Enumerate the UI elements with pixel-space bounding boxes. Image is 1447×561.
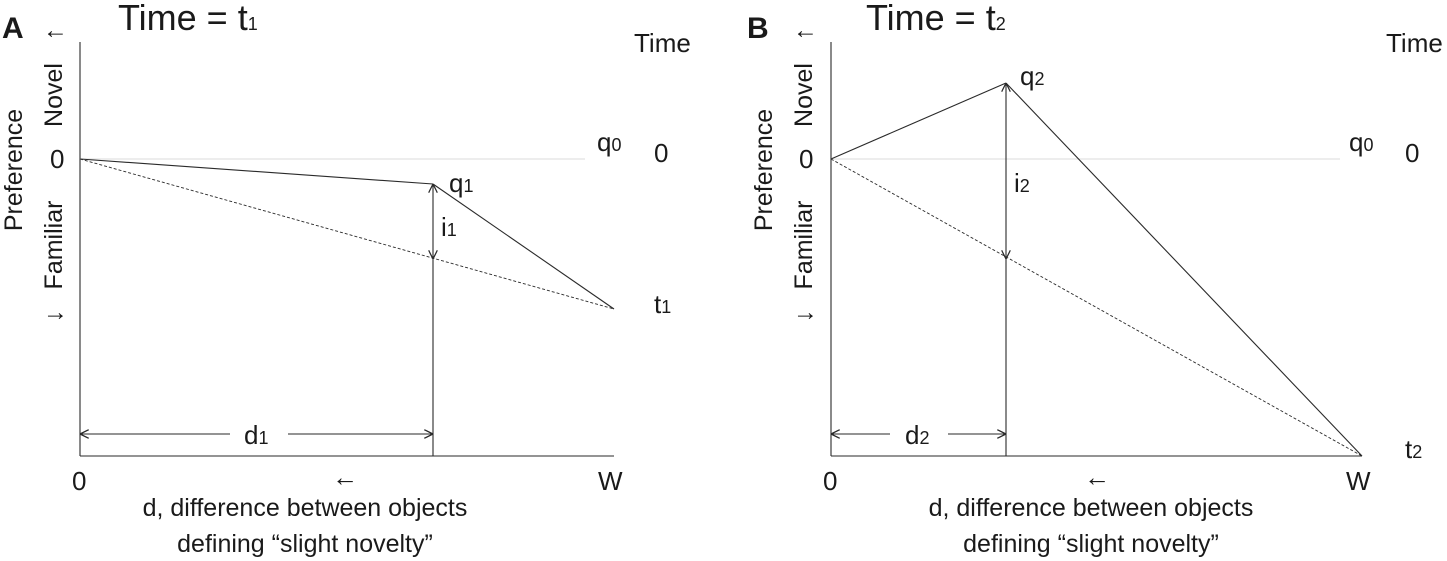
panel-title: Time = t2 (866, 0, 1006, 38)
x-axis-title-line1: d, difference between objects (929, 494, 1254, 522)
t-label: t1 (654, 289, 671, 319)
panel-b: B Time = t2 Time Novel ↑ Preference Fami… (747, 0, 1443, 558)
dashed-baseline (830, 158, 1363, 457)
y-zero-label: 0 (799, 144, 813, 174)
x-axis-title-line2: defining “slight novelty” (177, 530, 433, 558)
time-header: Time (634, 28, 691, 58)
y-zero-label: 0 (50, 144, 64, 174)
arrow-down-icon: ↓ (790, 310, 818, 323)
y-preference-label: Preference (0, 109, 28, 231)
y-familiar-label: Familiar (790, 201, 818, 290)
panel-letter: A (2, 12, 24, 45)
t-label: t2 (1405, 434, 1422, 464)
preference-line (79, 158, 434, 185)
preference-line-right (432, 183, 615, 310)
x-axis-title-line1: d, difference between objects (143, 494, 468, 522)
x-origin-label: 0 (72, 466, 86, 496)
q0-label: q0 (597, 127, 621, 157)
arrow-up-icon: ↑ (40, 28, 68, 41)
x-end-label: W (1346, 466, 1371, 496)
preference-line-right (1005, 82, 1363, 457)
arrow-up-icon: ↑ (790, 28, 818, 41)
panel-a: A Time = t1 Time Novel ↑ Preference Fami… (0, 0, 691, 558)
preference-line (830, 82, 1007, 160)
panel-title: Time = t1 (118, 0, 258, 38)
time-zero-label: 0 (1405, 138, 1419, 168)
y-preference-label: Preference (750, 109, 778, 231)
i-label: i1 (441, 212, 457, 242)
x-axis-title-line2: defining “slight novelty” (963, 530, 1219, 558)
panel-letter: B (747, 12, 769, 45)
d-label: d2 (905, 420, 929, 450)
q-point-label: q2 (1020, 61, 1044, 91)
arrow-left-icon: ← (332, 462, 358, 492)
y-familiar-label: Familiar (40, 201, 68, 290)
y-novel-label: Novel (40, 63, 68, 127)
arrow-down-icon: ↓ (40, 310, 68, 323)
x-origin-label: 0 (823, 466, 837, 496)
q-point-label: q1 (449, 168, 473, 198)
i-label: i2 (1014, 168, 1030, 198)
time-header: Time (1386, 28, 1443, 58)
time-zero-label: 0 (654, 138, 668, 168)
dashed-baseline (79, 158, 615, 310)
arrow-left-icon: ← (1084, 462, 1110, 492)
x-end-label: W (598, 466, 623, 496)
q0-label: q0 (1349, 127, 1373, 157)
d-label: d1 (244, 420, 268, 450)
y-novel-label: Novel (790, 63, 818, 127)
